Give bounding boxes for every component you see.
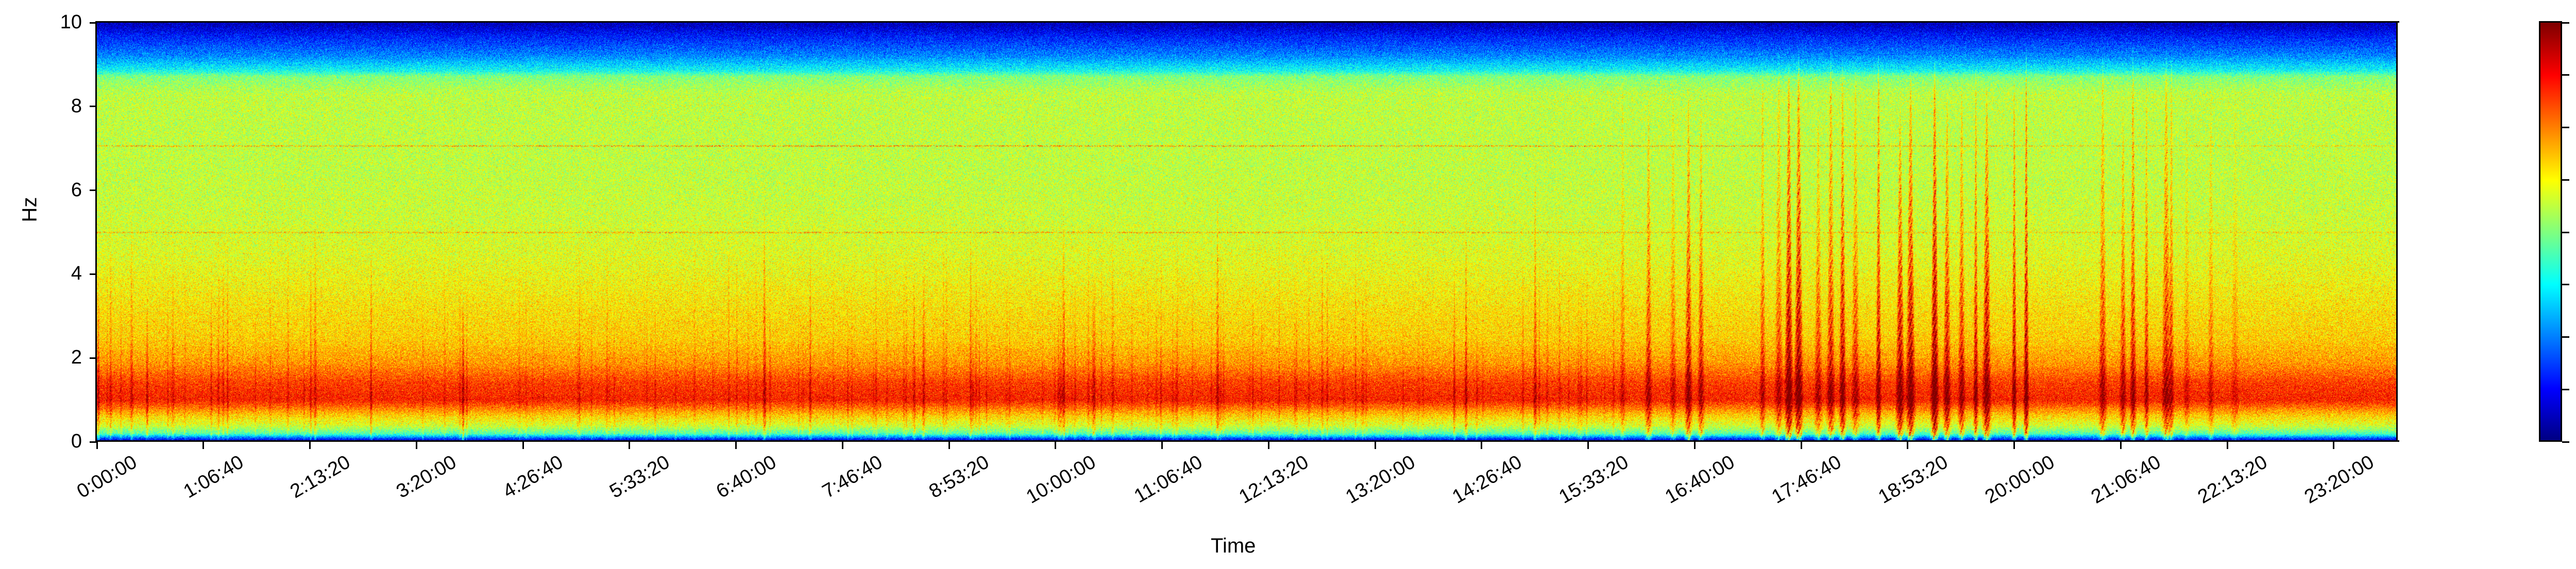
svg-text:Hz: Hz [19, 197, 41, 222]
